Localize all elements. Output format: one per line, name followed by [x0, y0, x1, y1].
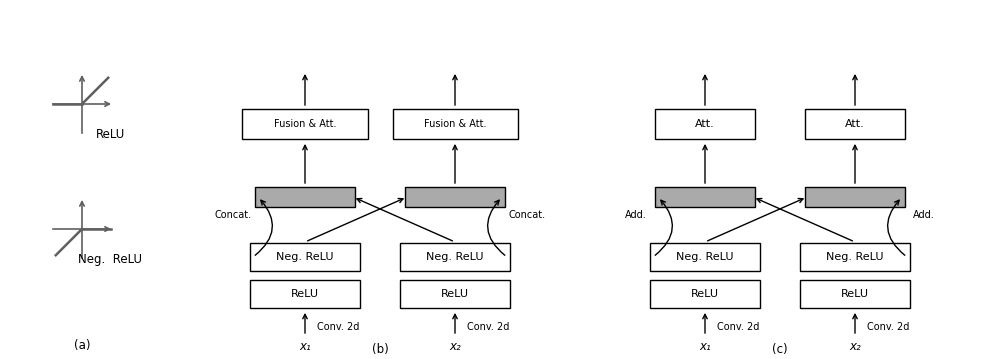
Text: Conv. 2d: Conv. 2d [717, 322, 759, 332]
Text: Att.: Att. [695, 119, 715, 129]
FancyBboxPatch shape [655, 109, 755, 139]
Text: ReLU: ReLU [95, 127, 125, 140]
Text: Concat.: Concat. [214, 210, 252, 220]
FancyBboxPatch shape [242, 109, 368, 139]
FancyBboxPatch shape [400, 243, 510, 271]
Text: Att.: Att. [845, 119, 865, 129]
Text: Neg. ReLU: Neg. ReLU [426, 252, 484, 262]
FancyBboxPatch shape [650, 280, 760, 308]
Text: Neg. ReLU: Neg. ReLU [826, 252, 884, 262]
FancyBboxPatch shape [655, 187, 755, 207]
Text: (b): (b) [372, 342, 388, 355]
Text: Neg. ReLU: Neg. ReLU [676, 252, 734, 262]
FancyBboxPatch shape [405, 187, 505, 207]
Text: Conv. 2d: Conv. 2d [467, 322, 509, 332]
Text: Add.: Add. [625, 210, 647, 220]
FancyBboxPatch shape [392, 109, 518, 139]
Text: Fusion & Att.: Fusion & Att. [424, 119, 486, 129]
Text: Concat.: Concat. [508, 210, 546, 220]
Text: x₁: x₁ [299, 340, 311, 353]
Text: ReLU: ReLU [291, 289, 319, 299]
Text: Neg.  ReLU: Neg. ReLU [78, 252, 142, 266]
FancyBboxPatch shape [800, 280, 910, 308]
Text: x₁: x₁ [699, 340, 711, 353]
Text: Fusion & Att.: Fusion & Att. [274, 119, 336, 129]
Text: Neg. ReLU: Neg. ReLU [276, 252, 334, 262]
Text: Conv. 2d: Conv. 2d [317, 322, 359, 332]
FancyBboxPatch shape [255, 187, 355, 207]
Text: x₂: x₂ [449, 340, 461, 353]
FancyBboxPatch shape [805, 187, 905, 207]
FancyBboxPatch shape [805, 109, 905, 139]
Text: (a): (a) [74, 340, 90, 353]
Text: (c): (c) [772, 342, 788, 355]
Text: ReLU: ReLU [441, 289, 469, 299]
FancyBboxPatch shape [250, 280, 360, 308]
Text: x₂: x₂ [849, 340, 861, 353]
FancyBboxPatch shape [400, 280, 510, 308]
Text: Conv. 2d: Conv. 2d [867, 322, 909, 332]
FancyBboxPatch shape [650, 243, 760, 271]
Text: ReLU: ReLU [841, 289, 869, 299]
FancyBboxPatch shape [250, 243, 360, 271]
FancyBboxPatch shape [800, 243, 910, 271]
Text: ReLU: ReLU [691, 289, 719, 299]
Text: Add.: Add. [913, 210, 935, 220]
